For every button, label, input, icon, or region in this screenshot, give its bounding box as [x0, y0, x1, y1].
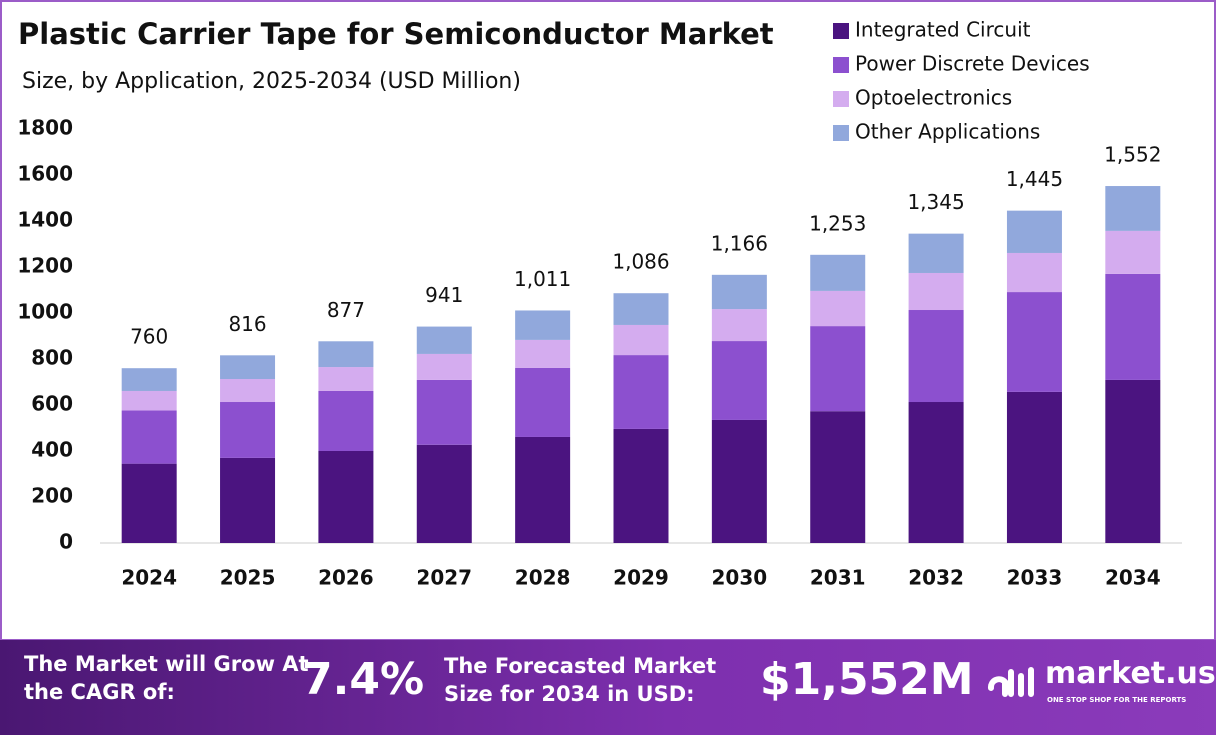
- bar-segment: [121, 463, 177, 543]
- cagr-text: The Market will Grow At the CAGR of:: [24, 652, 309, 704]
- total-label: 941: [425, 283, 463, 307]
- bar-segment: [220, 402, 276, 458]
- x-tick-label: 2029: [613, 566, 669, 590]
- x-tick-label: 2034: [1105, 566, 1161, 590]
- bar-segment: [1006, 210, 1062, 253]
- bar-segment: [515, 310, 571, 340]
- bar-segment: [515, 367, 571, 437]
- logo: market.us: [1045, 656, 1216, 691]
- legend-label: Integrated Circuit: [855, 18, 1031, 42]
- bar-segment: [1105, 186, 1161, 231]
- total-label: 877: [327, 298, 365, 322]
- banner: The Market will Grow At the CAGR of: 7.4…: [0, 640, 1216, 735]
- x-tick-label: 2031: [810, 566, 866, 590]
- bar-segment: [1006, 292, 1062, 392]
- y-tick-label: 200: [31, 484, 73, 508]
- bar-segment: [1105, 379, 1161, 543]
- bar-segment: [318, 367, 374, 391]
- bar-segment: [711, 274, 767, 310]
- bar-segment: [318, 341, 374, 368]
- x-tick-label: 2032: [908, 566, 964, 590]
- legend-swatch: [833, 91, 849, 107]
- bar-segment: [908, 402, 964, 543]
- bar-segment: [810, 326, 866, 412]
- bar-segment: [810, 411, 866, 543]
- bar-segment: [1006, 252, 1062, 293]
- forecast-text: The Forecasted Market Size for 2034 in U…: [444, 654, 717, 706]
- y-tick-label: 1200: [17, 254, 73, 278]
- legend-label: Optoelectronics: [855, 86, 1012, 110]
- bar-segment: [810, 254, 866, 291]
- x-tick-label: 2025: [220, 566, 276, 590]
- x-tick-label: 2033: [1007, 566, 1063, 590]
- bar-segment: [318, 451, 374, 543]
- bar-segment: [515, 436, 571, 543]
- x-tick-label: 2030: [712, 566, 768, 590]
- bar-segment: [416, 353, 472, 380]
- bar-segment: [416, 444, 472, 543]
- total-label: 1,011: [514, 267, 571, 291]
- legend-swatch: [833, 125, 849, 141]
- bar-segment: [711, 341, 767, 420]
- logo-icon: [988, 667, 1034, 697]
- bar-segment: [711, 309, 767, 342]
- bar-segment: [1105, 273, 1161, 380]
- bar-segment: [613, 324, 669, 356]
- y-tick-label: 1800: [17, 116, 73, 140]
- bar-segment: [121, 390, 177, 411]
- bar-segment: [220, 379, 276, 403]
- bar-segment: [810, 290, 866, 327]
- total-label: 1,086: [612, 250, 669, 274]
- bar-segment: [613, 355, 669, 429]
- x-tick-label: 2026: [318, 566, 374, 590]
- total-label: 1,345: [907, 190, 964, 214]
- bar-segment: [121, 368, 177, 391]
- y-tick-label: 600: [31, 392, 73, 416]
- total-label: 816: [228, 312, 266, 336]
- total-label: 1,445: [1006, 167, 1063, 191]
- y-tick-label: 1000: [17, 300, 73, 324]
- y-tick-label: 0: [59, 530, 73, 554]
- x-tick-label: 2027: [416, 566, 472, 590]
- chart-title: Plastic Carrier Tape for Semiconductor M…: [18, 17, 774, 51]
- forecast-value: $1,552M: [760, 654, 974, 705]
- total-label: 1,253: [809, 211, 866, 235]
- y-tick-label: 400: [31, 438, 73, 462]
- legend-label: Power Discrete Devices: [855, 52, 1090, 76]
- chart: Plastic Carrier Tape for Semiconductor M…: [0, 0, 1216, 641]
- y-tick-label: 1400: [17, 208, 73, 232]
- total-label: 1,552: [1104, 143, 1161, 167]
- legend-label: Other Applications: [855, 120, 1040, 144]
- total-label: 760: [130, 325, 168, 349]
- legend-swatch: [833, 23, 849, 39]
- bar-segment: [121, 410, 177, 464]
- y-tick-label: 800: [31, 346, 73, 370]
- bar-segment: [613, 293, 669, 325]
- bar-segment: [416, 379, 472, 445]
- chart-subtitle: Size, by Application, 2025-2034 (USD Mil…: [22, 69, 521, 94]
- bar-segment: [220, 457, 276, 543]
- x-tick-label: 2028: [515, 566, 571, 590]
- y-tick-label: 1600: [17, 162, 73, 186]
- bar-segment: [416, 326, 472, 354]
- bar-segment: [1105, 230, 1161, 274]
- bar-segment: [613, 428, 669, 543]
- bar-segment: [515, 339, 571, 368]
- bar-segment: [220, 355, 276, 380]
- total-label: 1,166: [711, 231, 768, 255]
- x-tick-label: 2024: [121, 566, 177, 590]
- legend-swatch: [833, 57, 849, 73]
- bar-segment: [908, 310, 964, 403]
- bar-segment: [908, 272, 964, 311]
- bar-segment: [711, 419, 767, 543]
- bar-segment: [908, 233, 964, 273]
- tagline: ONE STOP SHOP FOR THE REPORTS: [1047, 696, 1187, 704]
- bar-segment: [318, 390, 374, 451]
- bar-segment: [1006, 391, 1062, 543]
- cagr-value: 7.4%: [302, 654, 425, 705]
